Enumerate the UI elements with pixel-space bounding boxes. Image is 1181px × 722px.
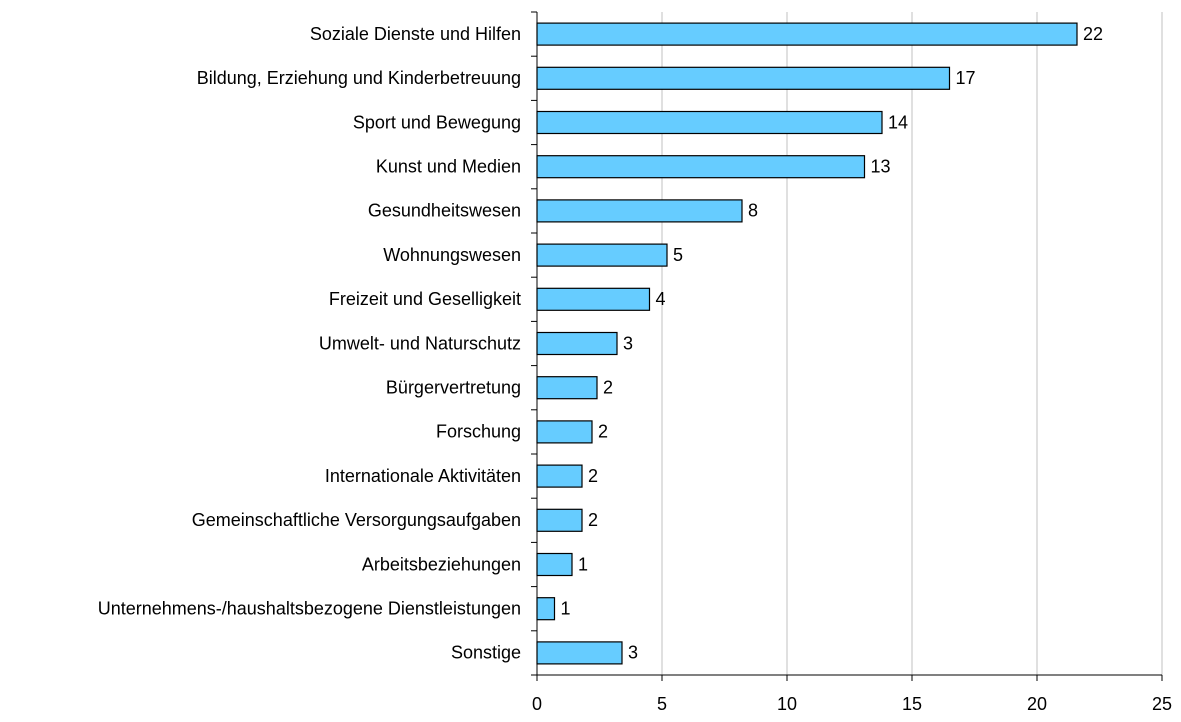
x-tick-label: 25 <box>1152 694 1172 714</box>
bar <box>536 376 598 400</box>
value-label: 2 <box>598 422 608 442</box>
x-tick-label: 15 <box>902 694 922 714</box>
bar <box>536 552 573 577</box>
value-label: 5 <box>673 245 683 265</box>
y-tick-label: Arbeitsbeziehungen <box>362 554 521 574</box>
bar <box>536 155 866 179</box>
bar <box>536 22 1078 46</box>
bar <box>536 597 556 621</box>
value-label: 8 <box>748 201 758 221</box>
value-label: 3 <box>628 643 638 663</box>
bar <box>536 110 883 135</box>
y-tick-label: Bürgervertretung <box>386 377 521 397</box>
x-tick-label: 10 <box>777 694 797 714</box>
value-label: 3 <box>623 333 633 353</box>
y-tick-label: Sonstige <box>451 643 521 663</box>
bar <box>536 464 583 488</box>
y-tick-label: Forschung <box>436 422 521 442</box>
y-tick-label: Kunst und Medien <box>376 156 521 176</box>
bar <box>536 199 743 223</box>
x-tick-label: 20 <box>1027 694 1047 714</box>
value-label: 13 <box>871 156 891 176</box>
bar <box>536 243 668 267</box>
y-tick-label: Gesundheitswesen <box>368 201 521 221</box>
y-tick-label: Internationale Aktivitäten <box>325 466 521 486</box>
x-tick-label: 5 <box>657 694 667 714</box>
y-tick-label: Soziale Dienste und Hilfen <box>310 24 521 44</box>
y-tick-label: Freizeit und Geselligkeit <box>329 289 521 309</box>
y-tick-label: Sport und Bewegung <box>353 112 521 132</box>
y-tick-label: Gemeinschaftliche Versorgungsaufgaben <box>192 510 521 530</box>
bar <box>536 331 618 356</box>
value-label: 4 <box>656 289 666 309</box>
value-label: 17 <box>956 68 976 88</box>
y-tick-label: Wohnungswesen <box>383 245 521 265</box>
bar <box>536 641 623 665</box>
bar <box>536 508 583 532</box>
bar <box>536 420 593 444</box>
value-label: 1 <box>578 554 588 574</box>
value-label: 2 <box>603 377 613 397</box>
value-label: 2 <box>588 510 598 530</box>
value-label: 14 <box>888 112 908 132</box>
y-tick-label: Unternehmens-/haushaltsbezogene Dienstle… <box>98 598 521 618</box>
value-label: 22 <box>1083 24 1103 44</box>
y-tick-label: Bildung, Erziehung und Kinderbetreuung <box>197 68 521 88</box>
y-tick-label: Umwelt- und Naturschutz <box>319 333 521 353</box>
bar <box>536 287 651 311</box>
bar <box>536 66 951 90</box>
x-tick-label: 0 <box>532 694 542 714</box>
value-label: 2 <box>588 466 598 486</box>
value-label: 1 <box>561 598 571 618</box>
